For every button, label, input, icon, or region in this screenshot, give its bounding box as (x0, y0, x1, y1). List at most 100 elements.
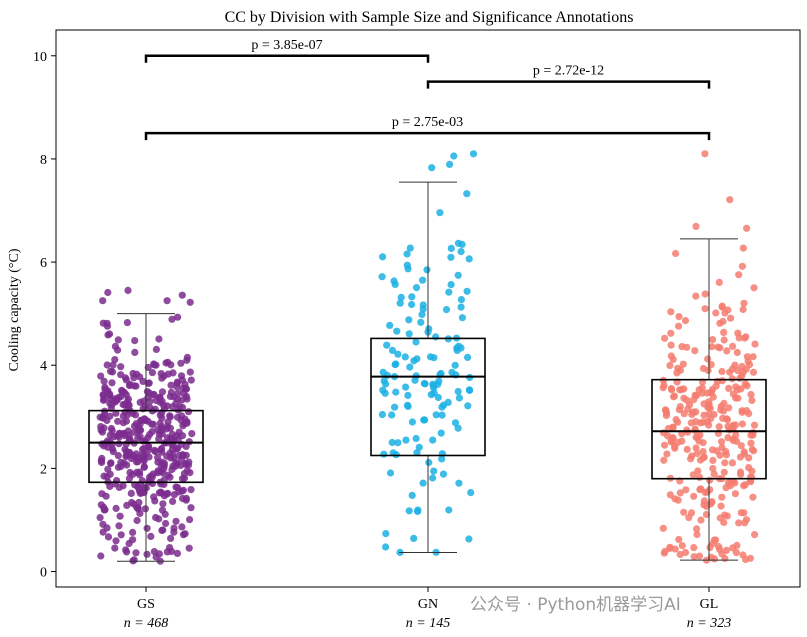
data-point (707, 553, 716, 562)
data-point (669, 424, 677, 432)
data-point (412, 434, 420, 443)
data-point (183, 467, 191, 475)
data-point (149, 391, 157, 399)
data-point (704, 355, 712, 363)
data-point (699, 448, 707, 456)
data-point (134, 505, 142, 513)
data-point (705, 421, 713, 429)
data-point (186, 298, 194, 306)
data-point (178, 432, 187, 440)
data-point (748, 445, 756, 454)
data-point (109, 361, 117, 369)
data-point (732, 431, 740, 439)
data-point (177, 359, 185, 367)
y-tick-label: 8 (40, 153, 47, 168)
data-point (128, 498, 136, 507)
data-point (106, 330, 114, 338)
data-point (102, 492, 110, 500)
data-point (97, 372, 105, 380)
data-point (131, 348, 139, 356)
data-point (108, 379, 116, 387)
data-point (729, 390, 738, 398)
data-point (141, 505, 149, 513)
data-point (97, 501, 105, 509)
data-point (728, 459, 737, 467)
data-point (162, 519, 170, 528)
data-point (382, 380, 390, 388)
data-point (418, 310, 426, 319)
significance-bracket (426, 80, 711, 89)
data-point (710, 536, 718, 544)
data-point (698, 384, 706, 392)
data-point (726, 368, 734, 376)
data-point (718, 443, 726, 452)
data-point (402, 383, 410, 391)
data-point (696, 473, 704, 481)
data-point (117, 462, 125, 471)
data-point (742, 333, 750, 341)
data-point (738, 262, 747, 270)
data-point (103, 361, 111, 369)
y-tick-label: 6 (40, 256, 47, 271)
data-point (150, 493, 158, 501)
data-point (444, 398, 452, 406)
data-point (735, 334, 743, 342)
data-point (123, 319, 131, 327)
data-point (715, 278, 723, 286)
data-point (134, 483, 142, 491)
data-point (745, 454, 753, 462)
data-point (708, 446, 717, 454)
data-point (428, 164, 436, 172)
data-point (701, 150, 709, 158)
data-point (136, 420, 144, 428)
data-point (737, 509, 745, 517)
data-point (680, 394, 688, 402)
data-point (690, 492, 698, 500)
data-point (430, 389, 438, 397)
data-point (115, 440, 123, 448)
data-point (171, 462, 180, 470)
data-point (157, 480, 165, 488)
data-point (123, 548, 131, 556)
data-point (739, 244, 747, 252)
y-axis-label: Cooling capacity (°C) (7, 248, 22, 371)
data-point (404, 402, 412, 410)
data-point (386, 321, 394, 329)
data-point (737, 385, 745, 393)
data-point (451, 419, 460, 427)
data-point (187, 486, 195, 494)
data-point (680, 410, 688, 418)
data-point (463, 287, 471, 295)
data-point (99, 391, 107, 399)
data-point (718, 493, 726, 501)
data-point (126, 468, 134, 477)
data-point (731, 490, 740, 498)
data-point (708, 343, 716, 351)
data-point (430, 467, 438, 475)
data-point (703, 488, 711, 496)
data-point (119, 482, 127, 490)
data-point (687, 419, 695, 427)
data-point (405, 507, 413, 515)
data-point (739, 305, 747, 314)
data-point (150, 361, 158, 369)
data-point (467, 489, 475, 497)
data-point (742, 365, 750, 373)
data-point (183, 395, 191, 403)
data-point (104, 465, 112, 473)
data-point (442, 306, 451, 314)
data-point (182, 451, 190, 459)
data-point (175, 452, 183, 460)
data-point (454, 239, 462, 247)
x-tick-label: GN (418, 597, 438, 612)
data-point (695, 437, 703, 445)
data-point (732, 549, 741, 557)
data-point (457, 303, 465, 311)
data-point (706, 476, 714, 484)
data-point (748, 396, 756, 405)
data-point (719, 407, 728, 415)
data-point (737, 471, 745, 479)
data-point (720, 468, 728, 476)
data-point (182, 385, 190, 393)
data-point (720, 399, 728, 407)
